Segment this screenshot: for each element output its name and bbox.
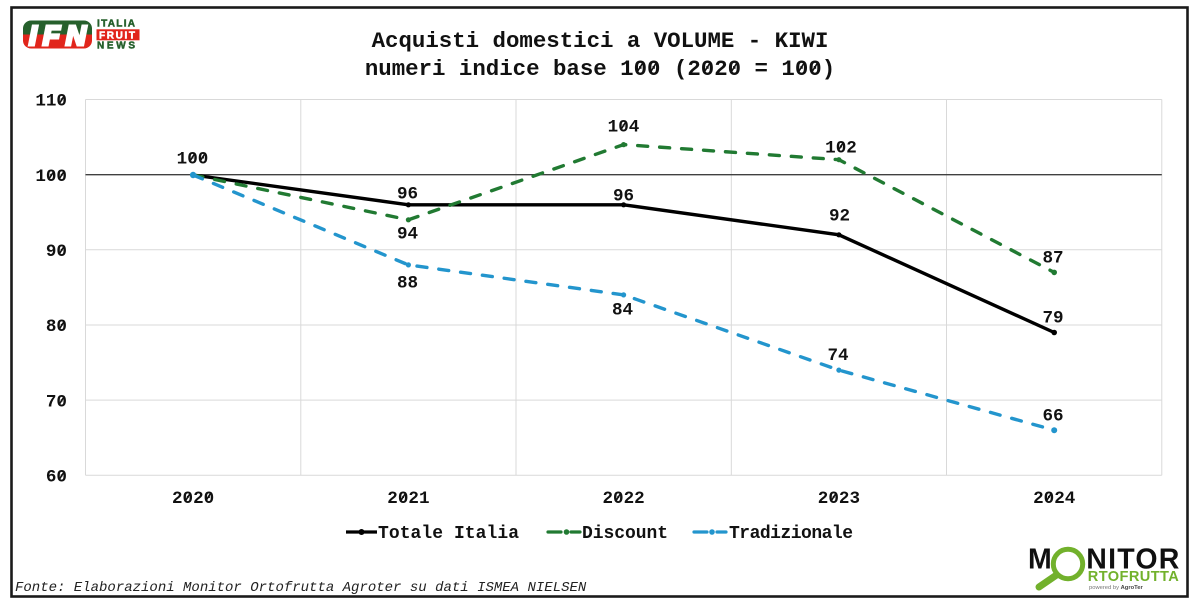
- svg-text:Acquisti domestici a VOLUME -: Acquisti domestici a VOLUME - KIWI: [372, 28, 829, 54]
- svg-text:96: 96: [397, 184, 418, 204]
- svg-text:96: 96: [613, 187, 634, 207]
- svg-text:87: 87: [1042, 249, 1063, 269]
- svg-text:90: 90: [46, 242, 67, 262]
- svg-text:ITALIA: ITALIA: [97, 19, 137, 30]
- svg-text:2022: 2022: [602, 489, 644, 509]
- svg-text:104: 104: [608, 118, 640, 138]
- svg-text:84: 84: [612, 301, 634, 321]
- svg-text:92: 92: [829, 206, 850, 226]
- svg-text:Fonte: Elaborazioni Monitor Or: Fonte: Elaborazioni Monitor Ortofrutta A…: [15, 580, 587, 596]
- svg-text:2020: 2020: [172, 489, 214, 509]
- svg-text:74: 74: [827, 346, 849, 366]
- svg-text:numeri indice base 100 (2020 =: numeri indice base 100 (2020 = 100): [365, 56, 835, 82]
- svg-text:94: 94: [397, 224, 419, 244]
- svg-text:Discount: Discount: [582, 524, 668, 544]
- svg-text:2021: 2021: [387, 489, 429, 509]
- svg-text:RTOFRUTTA: RTOFRUTTA: [1088, 569, 1179, 585]
- svg-text:70: 70: [46, 392, 67, 412]
- svg-text:80: 80: [46, 317, 67, 337]
- svg-text:NITOR: NITOR: [1086, 543, 1179, 575]
- svg-text:110: 110: [35, 92, 67, 112]
- svg-text:2023: 2023: [818, 489, 860, 509]
- svg-text:60: 60: [46, 468, 67, 488]
- svg-text:2024: 2024: [1033, 489, 1076, 509]
- svg-text:100: 100: [177, 149, 209, 169]
- svg-text:88: 88: [397, 273, 418, 293]
- svg-text:M: M: [1028, 543, 1052, 575]
- svg-text:102: 102: [825, 138, 857, 158]
- svg-text:NEWS: NEWS: [97, 41, 137, 52]
- svg-text:66: 66: [1042, 406, 1063, 426]
- svg-text:powered by AgroTer: powered by AgroTer: [1089, 585, 1143, 591]
- svg-text:FRUIT: FRUIT: [99, 31, 137, 42]
- svg-text:Totale Italia: Totale Italia: [378, 524, 519, 544]
- svg-text:Tradizionale: Tradizionale: [729, 524, 853, 544]
- svg-text:79: 79: [1042, 308, 1063, 328]
